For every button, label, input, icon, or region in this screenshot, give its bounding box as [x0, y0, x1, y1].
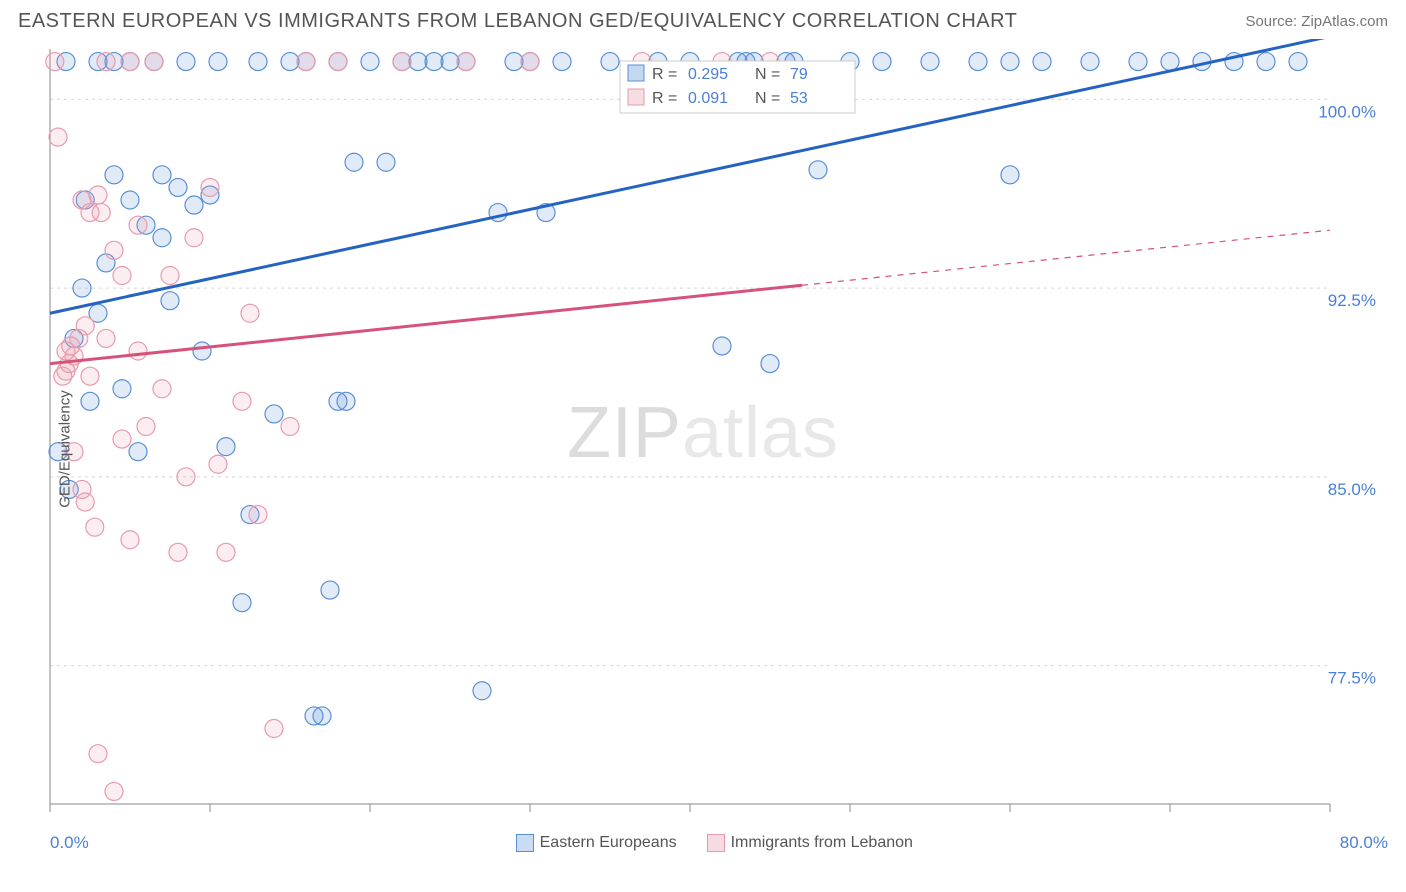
- x-max-label: 80.0%: [1340, 833, 1388, 853]
- legend-label: Immigrants from Lebanon: [731, 834, 913, 852]
- x-min-label: 0.0%: [50, 833, 89, 853]
- footer-legend: 0.0% Eastern Europeans Immigrants from Le…: [0, 833, 1406, 859]
- scatter-chart: 77.5% 85.0% 92.5% 100.0% R = 0.295 N = 79 R = 0.0…: [0, 39, 1406, 859]
- legend-swatch: [516, 834, 534, 852]
- svg-text:79: 79: [790, 66, 808, 83]
- chart-source: Source: ZipAtlas.com: [1245, 13, 1388, 30]
- svg-text:53: 53: [790, 90, 808, 107]
- legend-item: Immigrants from Lebanon: [707, 834, 913, 852]
- chart-title: EASTERN EUROPEAN VS IMMIGRANTS FROM LEBA…: [18, 10, 1017, 33]
- svg-text:77.5%: 77.5%: [1328, 669, 1376, 688]
- svg-text:R =: R =: [652, 66, 677, 83]
- legend-item: Eastern Europeans: [516, 834, 677, 852]
- legend-label: Eastern Europeans: [540, 834, 677, 852]
- svg-text:0.091: 0.091: [688, 90, 728, 107]
- chart-area: GED/Equivalency 77.5% 85.0% 92.5% 100.0% R =…: [0, 39, 1406, 859]
- svg-text:92.5%: 92.5%: [1328, 291, 1376, 310]
- svg-text:N =: N =: [755, 66, 780, 83]
- y-axis-label: GED/Equivalency: [56, 390, 73, 508]
- svg-text:N =: N =: [755, 90, 780, 107]
- svg-text:0.295: 0.295: [688, 66, 728, 83]
- legend-swatch: [707, 834, 725, 852]
- svg-text:R =: R =: [652, 90, 677, 107]
- svg-text:85.0%: 85.0%: [1328, 480, 1376, 499]
- svg-text:100.0%: 100.0%: [1318, 102, 1376, 121]
